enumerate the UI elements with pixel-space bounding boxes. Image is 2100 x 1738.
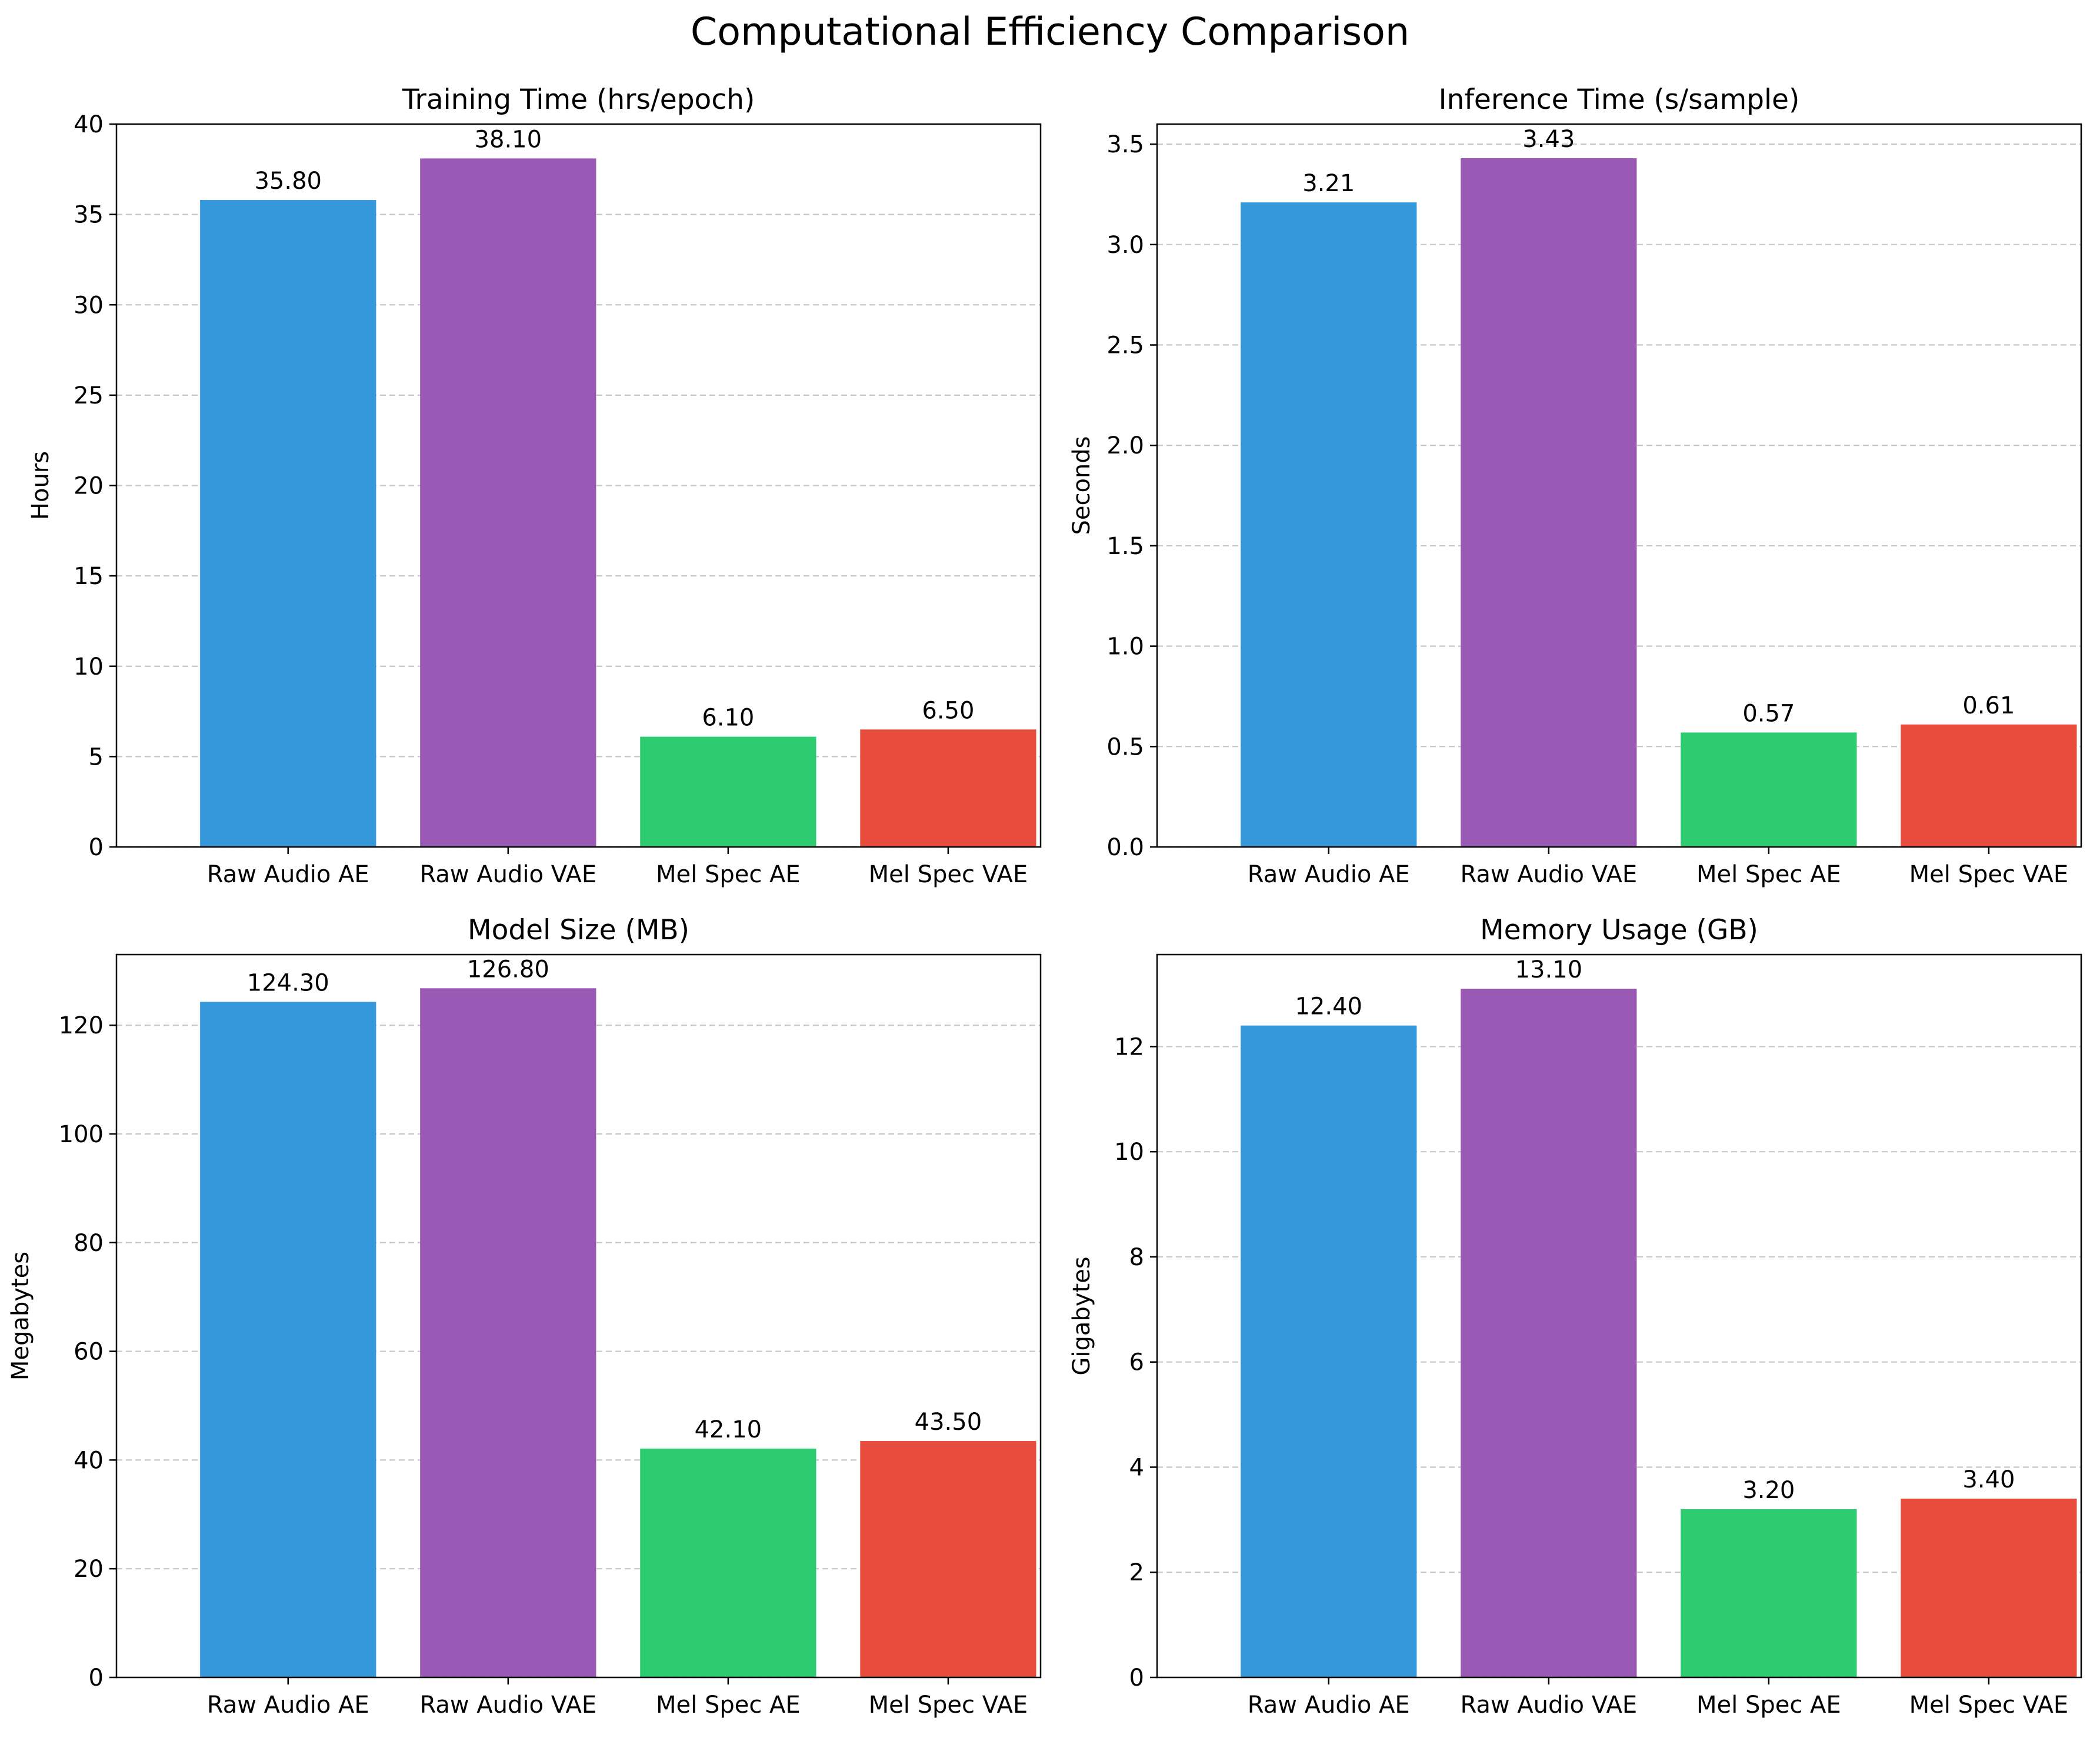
y-tick-label: 20 — [74, 1556, 104, 1583]
axes-frame — [115, 953, 1042, 1679]
axes-title: Training Time (hrs/epoch) — [402, 84, 755, 116]
y-axis-label: Seconds — [1068, 436, 1095, 535]
chart-panel-2: 3.21 3.43 0.57 0.61 0.0 0.5 1.0 1.5 2.0 2.5 3.0 3.5… — [1068, 84, 2082, 888]
y-tick-label: 0.0 — [1106, 834, 1144, 861]
axes-frame — [1156, 123, 2082, 848]
axes-title: Memory Usage (GB) — [1480, 914, 1758, 946]
bar-mel-spec-ae — [1681, 732, 1857, 847]
bar-mel-spec-vae — [1901, 1499, 2077, 1677]
y-tick-label: 40 — [74, 111, 104, 138]
chart-panel-3: 124.30 126.80 42.10 43.50 0 20 40 60 80 100 120 Raw… — [7, 914, 1042, 1719]
x-tick-label: Raw Audio AE — [207, 1692, 369, 1719]
y-tick-label: 4 — [1129, 1454, 1144, 1481]
bar-raw-audio-ae — [1241, 202, 1417, 848]
y-tick-label: 0 — [89, 834, 104, 861]
y-tick-label: 60 — [74, 1339, 104, 1366]
y-tick-label: 3.0 — [1106, 232, 1144, 259]
y-tick-label: 2 — [1129, 1559, 1144, 1586]
y-tick-label: 8 — [1129, 1244, 1144, 1271]
bar-value-label: 42.10 — [695, 1416, 762, 1443]
axes-frame — [1156, 953, 2082, 1679]
bar-raw-audio-vae — [1461, 989, 1637, 1677]
bar-value-label: 0.57 — [1742, 700, 1795, 727]
bar-value-label: 0.61 — [1962, 692, 2015, 719]
bar-value-label: 6.10 — [702, 705, 754, 732]
x-tick-label: Raw Audio VAE — [1460, 861, 1637, 888]
axes-title: Model Size (MB) — [468, 914, 689, 946]
bar-mel-spec-vae — [1901, 724, 2077, 847]
x-tick-label: Raw Audio VAE — [419, 1692, 596, 1719]
y-tick-label: 40 — [74, 1447, 104, 1474]
x-tick-label: Mel Spec VAE — [1909, 861, 2069, 888]
y-tick-label: 100 — [59, 1121, 104, 1148]
figure-title: Computational Efficiency Comparison — [691, 10, 1409, 54]
bar-raw-audio-vae — [1461, 158, 1637, 847]
bar-mel-spec-vae — [860, 729, 1036, 847]
y-tick-label: 2.0 — [1106, 432, 1144, 459]
bar-value-label: 126.80 — [467, 956, 549, 983]
x-tick-label: Raw Audio AE — [207, 861, 369, 888]
y-tick-label: 1.0 — [1106, 633, 1144, 660]
y-tick-label: 10 — [1114, 1139, 1144, 1166]
bar-value-label: 43.50 — [915, 1409, 982, 1436]
bar-value-label: 38.10 — [475, 126, 542, 153]
y-tick-label: 30 — [74, 292, 104, 319]
y-axis-label: Gigabytes — [1068, 1256, 1095, 1375]
x-tick-label: Mel Spec AE — [656, 1692, 801, 1719]
bar-value-label: 3.20 — [1742, 1477, 1795, 1504]
y-tick-label: 80 — [74, 1230, 104, 1257]
y-tick-label: 120 — [59, 1012, 104, 1039]
chart-panel-1: 35.80 38.10 6.10 6.50 0 5 10 15 20 25 30 35 40 Raw Au… — [27, 84, 1042, 888]
bar-mel-spec-ae — [640, 1448, 816, 1677]
y-tick-label: 10 — [74, 653, 104, 680]
bar-raw-audio-vae — [420, 988, 596, 1677]
bar-value-label: 13.10 — [1515, 956, 1583, 983]
bar-value-label: 3.43 — [1522, 126, 1575, 153]
x-tick-label: Raw Audio AE — [1248, 1692, 1410, 1719]
bar-mel-spec-ae — [640, 736, 816, 847]
bar-mel-spec-vae — [860, 1441, 1036, 1677]
bar-value-label: 3.21 — [1302, 170, 1355, 197]
bar-raw-audio-ae — [200, 1002, 376, 1677]
axes-title: Inference Time (s/sample) — [1439, 84, 1800, 116]
y-tick-label: 0.5 — [1106, 733, 1144, 760]
y-tick-label: 6 — [1129, 1349, 1144, 1376]
y-tick-label: 1.5 — [1106, 533, 1144, 560]
y-tick-label: 3.5 — [1106, 131, 1144, 158]
bar-value-label: 35.80 — [254, 168, 322, 195]
bar-raw-audio-ae — [1241, 1025, 1417, 1677]
x-tick-label: Mel Spec VAE — [869, 861, 1028, 888]
x-tick-label: Raw Audio AE — [1248, 861, 1410, 888]
bar-raw-audio-ae — [200, 200, 376, 847]
bar-value-label: 124.30 — [247, 969, 329, 996]
bar-value-label: 6.50 — [922, 697, 974, 724]
y-tick-label: 12 — [1114, 1033, 1144, 1060]
bar-value-label: 3.40 — [1962, 1466, 2015, 1493]
y-tick-label: 2.5 — [1106, 332, 1144, 359]
y-tick-label: 0 — [89, 1664, 104, 1692]
x-tick-label: Mel Spec AE — [1696, 1692, 1841, 1719]
y-tick-label: 0 — [1129, 1664, 1144, 1692]
bar-value-label: 12.40 — [1295, 993, 1362, 1020]
y-tick-label: 20 — [74, 473, 104, 500]
y-tick-label: 25 — [74, 382, 104, 409]
y-tick-label: 15 — [74, 563, 104, 590]
y-axis-label: Megabytes — [7, 1252, 34, 1380]
x-tick-label: Mel Spec AE — [656, 861, 801, 888]
x-tick-label: Mel Spec VAE — [1909, 1692, 2069, 1719]
x-tick-label: Raw Audio VAE — [419, 861, 596, 888]
y-axis-label: Hours — [27, 451, 54, 520]
x-tick-label: Mel Spec VAE — [869, 1692, 1028, 1719]
x-tick-label: Raw Audio VAE — [1460, 1692, 1637, 1719]
chart-panel-4: 12.40 13.10 3.20 3.40 0 2 4 6 8 10 12 Raw Audio AE R… — [1068, 914, 2082, 1719]
bar-raw-audio-vae — [420, 158, 596, 848]
bar-mel-spec-ae — [1681, 1509, 1857, 1677]
x-tick-label: Mel Spec AE — [1696, 861, 1841, 888]
y-tick-label: 5 — [89, 743, 104, 770]
y-tick-label: 35 — [74, 202, 104, 229]
